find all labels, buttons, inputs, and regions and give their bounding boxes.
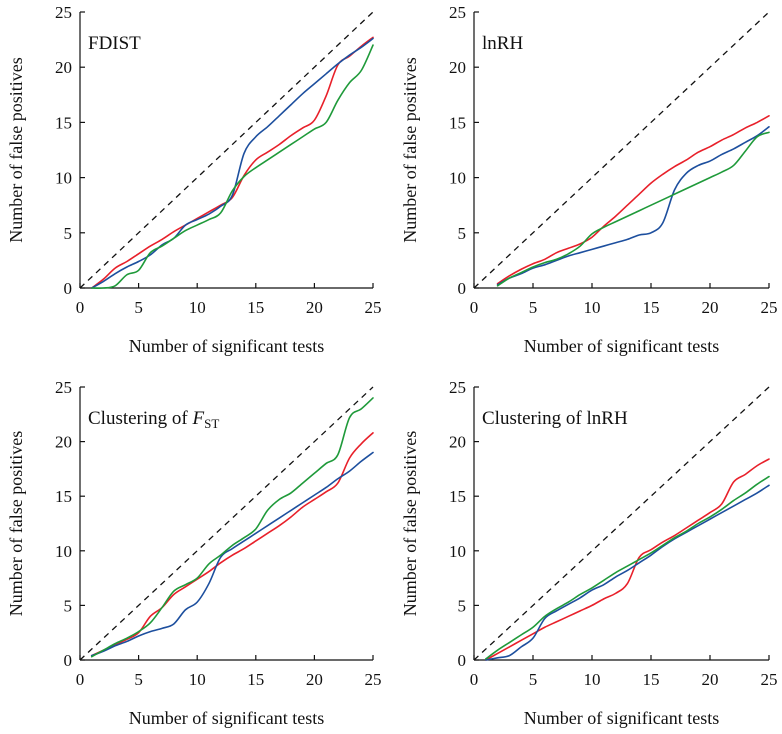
chart-panel-4: 0 5 10 15 20 25 0 5 10 15 20 25 Number of significan… <box>400 378 778 728</box>
y-axis-label: Number of false positives <box>400 431 420 616</box>
x-tick-label: 25 <box>365 298 382 317</box>
x-tick-label: 20 <box>306 298 323 317</box>
y-tick-label: 20 <box>449 433 466 452</box>
x-tick-label: 5 <box>134 670 143 689</box>
panel-title: lnRH <box>482 33 523 54</box>
series-line-red <box>496 114 770 285</box>
chart-panel-1: 0 5 10 15 20 25 0 5 10 15 20 25 Number of significan… <box>6 3 382 356</box>
y-tick-label: 5 <box>64 224 73 243</box>
series-line-blue <box>90 37 374 289</box>
y-tick-label: 15 <box>449 487 466 506</box>
reference-line <box>79 11 374 289</box>
reference-line <box>473 386 770 661</box>
y-tick-label: 5 <box>458 224 467 243</box>
reference-line <box>79 386 374 661</box>
x-tick-label: 0 <box>470 670 479 689</box>
x-tick-label: 25 <box>365 670 382 689</box>
series-line-red <box>90 36 374 289</box>
x-axis-label: Number of significant tests <box>129 708 324 728</box>
x-axis-label: Number of significant tests <box>524 336 719 356</box>
y-tick-label: 10 <box>55 542 72 561</box>
x-tick-label: 0 <box>76 298 85 317</box>
y-tick-label: 0 <box>64 279 73 298</box>
reference-line <box>473 11 770 289</box>
panel-title: Clustering of FST <box>88 408 219 431</box>
y-tick-label: 0 <box>458 651 467 670</box>
x-tick-label: 20 <box>306 670 323 689</box>
x-tick-label: 20 <box>702 670 719 689</box>
panel-title-text: Clustering of <box>88 408 193 429</box>
y-tick-label: 15 <box>449 113 466 132</box>
y-tick-label: 20 <box>449 58 466 77</box>
series-line-red <box>90 432 374 657</box>
series-line-green <box>485 475 770 660</box>
x-tick-label: 0 <box>470 298 479 317</box>
x-tick-label: 10 <box>584 670 601 689</box>
y-tick-label: 10 <box>449 169 466 188</box>
y-tick-label: 15 <box>55 113 72 132</box>
panel-title: FDIST <box>88 33 141 54</box>
x-tick-label: 5 <box>134 298 143 317</box>
panel-title-symbol: F <box>192 408 205 429</box>
y-tick-label: 25 <box>55 3 72 22</box>
chart-panel-3: 0 5 10 15 20 25 0 5 10 15 20 25 Number of significan… <box>6 378 382 728</box>
x-tick-label: 20 <box>702 298 719 317</box>
x-tick-label: 10 <box>189 670 206 689</box>
y-axis-label: Number of false positives <box>400 57 420 242</box>
x-tick-label: 10 <box>189 298 206 317</box>
x-tick-label: 15 <box>643 298 660 317</box>
x-tick-label: 5 <box>529 298 538 317</box>
series-line-green <box>90 397 374 658</box>
series-line-blue <box>496 126 770 286</box>
x-tick-label: 0 <box>76 670 85 689</box>
x-tick-label: 15 <box>643 670 660 689</box>
x-tick-label: 15 <box>247 670 264 689</box>
x-tick-label: 25 <box>761 670 778 689</box>
x-tick-label: 5 <box>529 670 538 689</box>
y-tick-label: 0 <box>64 651 73 670</box>
y-tick-label: 5 <box>64 596 73 615</box>
chart-panel-2: 0 5 10 15 20 25 0 5 10 15 20 25 Number of significan… <box>400 3 778 356</box>
series-line-blue <box>485 484 770 661</box>
y-tick-label: 20 <box>55 58 72 77</box>
x-tick-label: 10 <box>584 298 601 317</box>
x-tick-label: 15 <box>247 298 264 317</box>
y-tick-label: 25 <box>449 378 466 397</box>
y-axis-label: Number of false positives <box>6 431 26 616</box>
series-line-blue <box>90 451 374 657</box>
y-tick-label: 5 <box>458 596 467 615</box>
y-tick-label: 20 <box>55 433 72 452</box>
x-tick-label: 25 <box>761 298 778 317</box>
y-tick-label: 10 <box>449 542 466 561</box>
y-axis-label: Number of false positives <box>6 57 26 242</box>
series-line-green <box>496 131 770 287</box>
panel-title: Clustering of lnRH <box>482 408 628 429</box>
x-axis-label: Number of significant tests <box>129 336 324 356</box>
y-tick-label: 25 <box>55 378 72 397</box>
y-tick-label: 15 <box>55 487 72 506</box>
series-line-red <box>485 458 770 661</box>
y-tick-label: 0 <box>458 279 467 298</box>
x-axis-label: Number of significant tests <box>524 708 719 728</box>
series-line-green <box>90 44 374 289</box>
y-tick-label: 10 <box>55 169 72 188</box>
y-tick-label: 25 <box>449 3 466 22</box>
panel-title-subscript: ST <box>204 416 219 431</box>
